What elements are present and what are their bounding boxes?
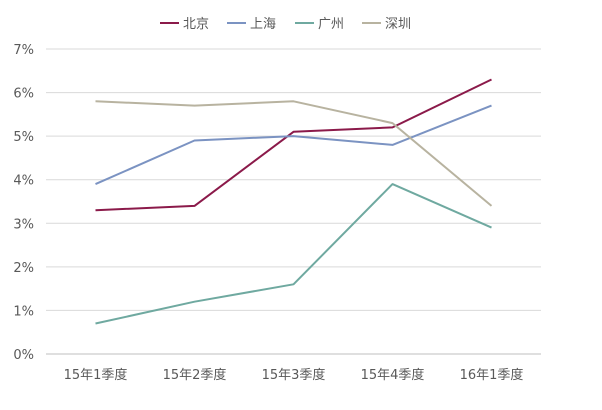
gridlines: [46, 48, 541, 311]
y-tick-label: 4%: [13, 174, 34, 189]
y-tick-label: 1%: [13, 304, 34, 319]
legend-label: 深圳: [385, 17, 411, 32]
x-tick-label: 15年3季度: [262, 367, 326, 383]
x-tick-label: 15年4季度: [361, 367, 425, 383]
legend-label: 上海: [250, 17, 276, 32]
series-lines: [95, 78, 493, 325]
legend-item: 广州: [295, 17, 344, 32]
y-tick-label: 0%: [13, 348, 34, 363]
series-line: [95, 100, 493, 207]
y-tick-label: 6%: [13, 87, 34, 102]
legend-item: 北京: [160, 17, 209, 32]
series-line: [95, 183, 492, 325]
y-tick-label: 2%: [13, 261, 34, 276]
legend-label: 广州: [318, 17, 344, 32]
y-tick-label: 7%: [13, 43, 34, 58]
axes: 0% 1% 2% 3% 4% 5% 6% 7% 15年1季度 15年2季度 15年3季度 15年4季度…: [13, 43, 541, 383]
series-line: [95, 104, 492, 186]
x-tick-label: 16年1季度: [460, 367, 524, 383]
y-tick-label: 3%: [13, 217, 34, 232]
legend-item: 上海: [227, 17, 276, 32]
x-tick-label: 15年1季度: [64, 367, 128, 383]
legend-item: 深圳: [362, 17, 411, 32]
series-line: [95, 78, 492, 212]
x-tick-label: 15年2季度: [163, 367, 227, 383]
legend-label: 北京: [183, 17, 209, 32]
legend: 北京 上海 广州 深圳: [160, 17, 411, 32]
y-tick-label: 5%: [13, 130, 34, 145]
